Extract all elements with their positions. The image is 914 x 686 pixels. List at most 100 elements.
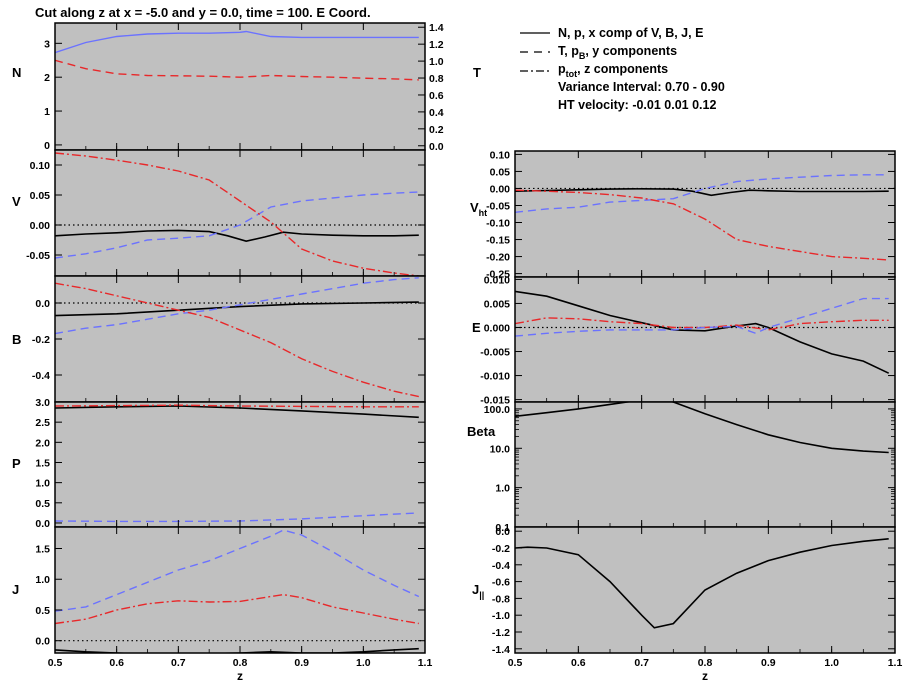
ytick-label: 2.0 xyxy=(35,437,50,449)
ytick-label: 0.05 xyxy=(490,166,511,178)
ytick-right-label: 0.0 xyxy=(429,141,444,153)
ylabel: J|| xyxy=(472,582,484,600)
panel-bg xyxy=(515,402,895,527)
legend-line3-sub: tot xyxy=(566,69,578,79)
ytick-label: -0.6 xyxy=(492,577,510,589)
ytick-label: 0.000 xyxy=(484,322,510,334)
ytick-label: 1.0 xyxy=(35,574,50,586)
ytick-label: 0.0 xyxy=(495,526,510,538)
ylabel: V xyxy=(12,194,21,209)
ytick-label: 0.00 xyxy=(30,220,51,232)
series-black-solid xyxy=(55,229,419,243)
ytick-label: 0 xyxy=(44,140,50,152)
ylabel: N xyxy=(12,65,21,80)
xtick-label: 0.6 xyxy=(571,657,586,669)
panel-bg xyxy=(515,277,895,402)
ytick-right-label: 0.2 xyxy=(429,124,444,136)
series-blue-dash xyxy=(55,191,419,259)
ylabel-sub: || xyxy=(479,590,484,600)
ytick-right-label: 1.4 xyxy=(429,22,444,34)
ytick-label: 0.0 xyxy=(35,298,50,310)
xtick-label: 0.7 xyxy=(171,657,186,669)
xtick-label: 0.8 xyxy=(233,657,248,669)
panel-bg xyxy=(55,402,425,527)
panel-bg xyxy=(515,151,895,277)
legend-line3-prefix: p xyxy=(558,62,566,76)
ylabel-main: P xyxy=(12,456,21,471)
ytick-label: -0.05 xyxy=(26,250,50,262)
ytick-right-label: 0.6 xyxy=(429,90,444,102)
legend-ht-velocity: HT velocity: -0.01 0.01 0.12 xyxy=(558,98,716,112)
ytick-label: -1.4 xyxy=(492,644,510,656)
legend-line2-prefix: T, p xyxy=(558,44,579,58)
ytick-label: -0.20 xyxy=(486,252,510,264)
ytick-label: 2 xyxy=(44,72,50,84)
xlabel: z xyxy=(237,669,243,683)
series-blue-dash xyxy=(515,174,889,213)
ytick-label: -0.015 xyxy=(480,395,510,407)
panel-P: 0.0 0.5 1.0 1.5 2.0 2.5 3.0 P xyxy=(12,397,426,530)
ytick-label: 1.0 xyxy=(495,483,510,495)
xtick-label: 0.5 xyxy=(48,657,63,669)
panel-bg xyxy=(55,150,425,276)
xtick-label: 0.7 xyxy=(634,657,649,669)
ytick-label: -0.2 xyxy=(492,543,510,555)
xtick-label: 0.9 xyxy=(761,657,776,669)
ylabel-main: J xyxy=(472,582,479,597)
ytick-label: 3.0 xyxy=(35,397,50,409)
series-red-dashdot xyxy=(515,317,889,331)
panel-V: -0.05 0.00 0.05 0.10 V xyxy=(12,149,426,277)
ytick-right-label: 0.8 xyxy=(429,73,444,85)
legend-line2-suffix: , y components xyxy=(585,44,677,58)
panel-N: 0 1 2 3 0.0 0.2 0.4 0.6 0.8 1.0 1.2 1.4 T N xyxy=(12,22,481,153)
series-red-dashdot xyxy=(55,593,419,625)
legend-line1: N, p, x comp of V, B, J, E xyxy=(558,26,703,40)
ytick-right-label: 1.2 xyxy=(429,39,444,51)
ytick-label: 0.10 xyxy=(490,149,511,161)
series-black-solid xyxy=(515,290,890,374)
ylabel-main: J xyxy=(12,582,19,597)
xtick-label: 1.0 xyxy=(356,657,371,669)
series-black-solid xyxy=(515,538,889,629)
figure-title: Cut along z at x = -5.0 and y = 0.0, tim… xyxy=(35,5,371,20)
series-blue-dash xyxy=(55,277,419,335)
ytick-right-label: 1.0 xyxy=(429,56,444,68)
ytick-label: -0.005 xyxy=(480,347,510,359)
ylabel-main: Beta xyxy=(467,424,496,439)
panel-Jpar: -1.4 -1.2 -1.0 -0.8 -0.6 -0.4 -0.2 0.0 0.5 0.6 0.7… xyxy=(472,526,902,683)
ytick-label: 0.5 xyxy=(35,498,50,510)
ytick-label: 0.05 xyxy=(30,190,51,202)
ylabel-main: V xyxy=(12,194,21,209)
panel-E: -0.015 -0.010 -0.005 0.000 0.005 0.010 E xyxy=(472,274,896,407)
series-red-dash xyxy=(55,59,419,81)
panel-Vht: -0.25 -0.20 -0.15 -0.10 -0.05 0.00 0.05 0.10 Vht xyxy=(470,149,896,281)
ytick-label: -0.25 xyxy=(486,269,510,281)
xtick-label: 0.6 xyxy=(109,657,124,669)
series-red-dashdot xyxy=(55,152,419,276)
series-blue-dash xyxy=(55,529,420,612)
ylabel: Vht xyxy=(470,200,487,218)
ytick-label: 10.0 xyxy=(490,443,511,455)
ytick-label: -0.05 xyxy=(486,200,510,212)
legend-line2-sub: B xyxy=(579,51,586,61)
ytick-label: -1.2 xyxy=(492,627,510,639)
ytick-right-label: 0.4 xyxy=(429,107,444,119)
ytick-label: 0.00 xyxy=(490,183,511,195)
ytick-label: -1.0 xyxy=(492,610,510,622)
ytick-label: -0.4 xyxy=(492,560,510,572)
xtick-label: 0.8 xyxy=(698,657,713,669)
ytick-label: 1.5 xyxy=(35,544,50,556)
panel-B: -0.4 -0.2 0.0 B xyxy=(12,275,426,403)
panel-J: 0.0 0.5 1.0 1.5 0.5 0.6 0.7 0.8 0.9 1.0 1.1 z J xyxy=(12,526,432,683)
ylabel: Beta xyxy=(467,424,496,439)
ytick-label: -0.010 xyxy=(480,371,510,383)
xtick-label: 0.9 xyxy=(294,657,309,669)
series-red-dashdot xyxy=(515,189,889,261)
ylabel-main: N xyxy=(12,65,21,80)
legend-line2: T, pB, y components xyxy=(558,44,677,61)
ylabel-main: V xyxy=(470,200,479,215)
ytick-label: 1.5 xyxy=(35,457,50,469)
legend-variance: Variance Interval: 0.70 - 0.90 xyxy=(558,80,725,94)
ytick-label: 0.005 xyxy=(484,298,510,310)
